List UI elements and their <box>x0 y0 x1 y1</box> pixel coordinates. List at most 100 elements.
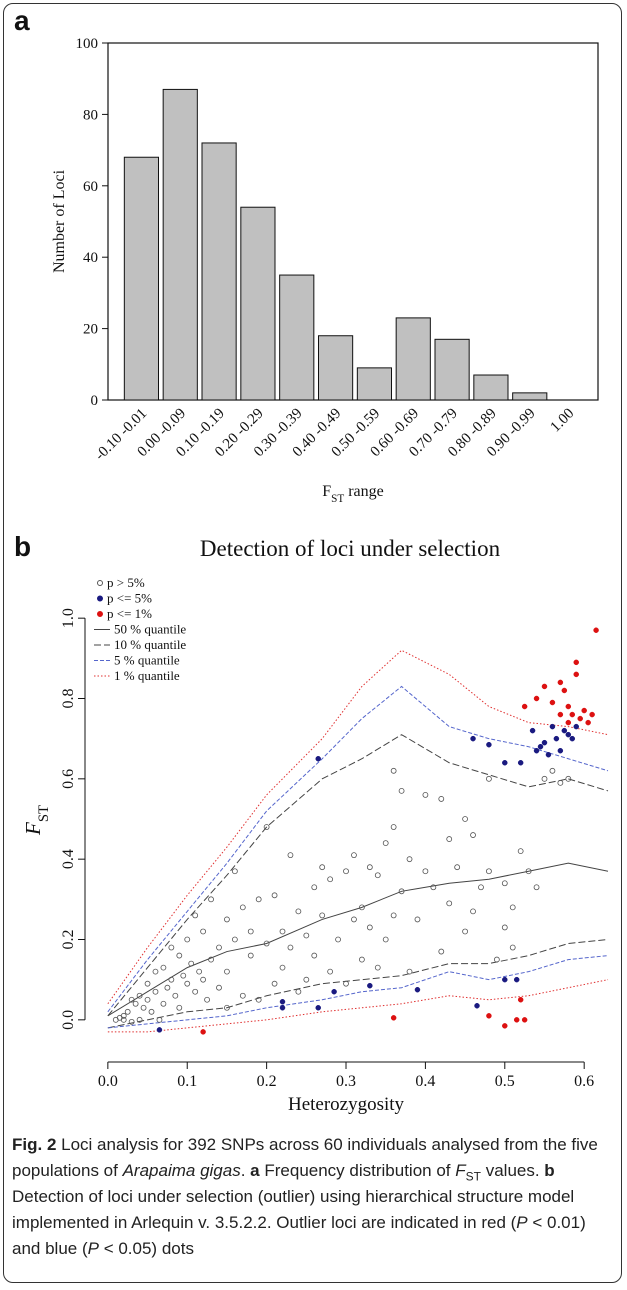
point <box>390 912 397 919</box>
point <box>231 868 238 875</box>
legend-label: p <= 1% <box>107 606 152 621</box>
point <box>398 888 405 895</box>
point <box>192 988 199 995</box>
point <box>311 884 318 891</box>
point <box>208 956 214 963</box>
bar <box>240 206 276 401</box>
point <box>557 711 564 718</box>
point <box>565 703 572 710</box>
point <box>176 1004 183 1011</box>
point <box>521 1017 528 1023</box>
y-tick-label: 0.6 <box>60 769 77 789</box>
figure-frame <box>3 3 622 1283</box>
bar <box>201 142 237 401</box>
y-tick-label: 0.2 <box>60 930 77 950</box>
bar <box>123 156 160 401</box>
point <box>406 856 413 863</box>
point <box>569 711 576 718</box>
point <box>156 1027 163 1033</box>
point <box>200 1029 206 1035</box>
point <box>263 940 270 947</box>
point <box>255 996 262 1003</box>
point <box>164 984 171 991</box>
legend-marker <box>97 595 103 602</box>
point <box>513 976 520 983</box>
point <box>351 852 357 859</box>
caption-text: Detection of loci under selection (outli… <box>12 1187 575 1232</box>
point <box>382 936 389 943</box>
point <box>470 735 476 742</box>
point <box>271 892 278 899</box>
legend-label: 1 % quantile <box>114 668 180 683</box>
point <box>120 1012 127 1019</box>
point <box>140 1004 147 1011</box>
point <box>474 1003 480 1009</box>
chart-title: Detection of loci under selection <box>200 536 501 561</box>
point <box>255 896 262 903</box>
point <box>358 904 365 911</box>
caption-text: . <box>240 1161 251 1180</box>
x-tick-label: 0.5 <box>495 1073 515 1090</box>
text-run: F <box>21 822 45 836</box>
quantile-line <box>107 862 609 1017</box>
point <box>374 872 381 879</box>
y-tick-label: 80 <box>83 107 98 123</box>
x-axis-label: Heterozygosity <box>288 1094 405 1115</box>
point <box>331 988 337 995</box>
point <box>319 864 326 871</box>
point <box>366 864 373 871</box>
point <box>200 976 207 983</box>
point <box>303 976 310 983</box>
x-tick-label: 1.00 <box>548 406 578 436</box>
point <box>128 1018 135 1025</box>
point <box>287 944 294 951</box>
point <box>168 976 175 983</box>
point <box>486 741 492 748</box>
y-tick-label: 0.0 <box>60 1010 77 1030</box>
point <box>366 924 373 931</box>
y-tick-label: 60 <box>83 179 98 195</box>
quantile-line <box>107 955 609 1029</box>
text-run: ST <box>331 493 344 505</box>
point <box>521 703 528 710</box>
point <box>517 997 524 1003</box>
point <box>502 1023 508 1029</box>
y-axis-label: FST <box>21 805 52 836</box>
legend-label: 10 % quantile <box>114 637 186 652</box>
bar <box>512 392 548 401</box>
point <box>239 904 246 911</box>
point <box>509 944 516 951</box>
point <box>224 1004 230 1011</box>
point <box>517 848 524 855</box>
caption-text: b <box>544 1161 555 1180</box>
point <box>561 727 568 734</box>
point <box>231 936 238 943</box>
point <box>239 992 246 999</box>
point <box>541 739 548 746</box>
point <box>502 976 508 983</box>
panel-label: a <box>14 5 30 36</box>
point <box>470 832 476 838</box>
point <box>438 948 445 955</box>
point <box>557 747 564 754</box>
point <box>216 984 222 991</box>
point <box>144 980 151 987</box>
x-tick-label: 0.0 <box>98 1073 118 1090</box>
point <box>168 944 175 951</box>
point <box>438 796 445 802</box>
point <box>406 968 413 975</box>
point <box>454 864 461 871</box>
point <box>208 896 214 903</box>
y-tick-label: 0.4 <box>60 849 77 869</box>
point <box>557 779 564 786</box>
caption-text: Fig. 2 <box>12 1135 57 1154</box>
point <box>533 884 540 891</box>
caption-text: F <box>455 1161 466 1180</box>
point <box>160 964 167 971</box>
point <box>152 968 159 975</box>
point <box>517 760 524 766</box>
bar <box>279 274 315 401</box>
point <box>132 1000 139 1007</box>
legend-label: p > 5% <box>107 575 145 590</box>
y-tick-label: 40 <box>83 250 98 266</box>
